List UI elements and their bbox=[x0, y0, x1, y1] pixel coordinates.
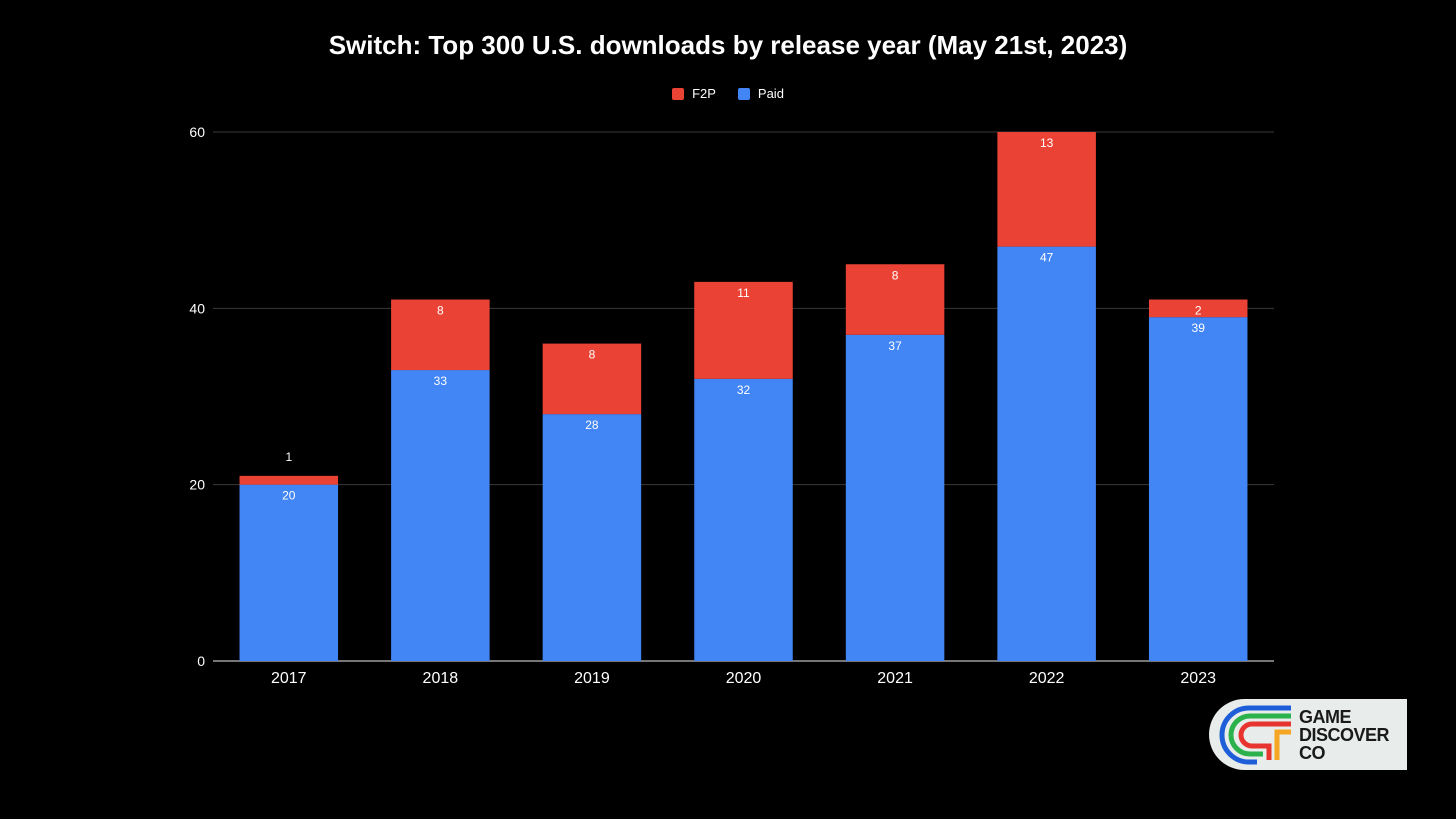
data-label-paid: 37 bbox=[888, 339, 902, 353]
data-label-f2p: 8 bbox=[437, 304, 444, 318]
logo-wordmark: GAME DISCOVER CO bbox=[1299, 706, 1390, 763]
bar-f2p bbox=[391, 299, 490, 371]
bar-paid bbox=[694, 378, 793, 661]
legend: F2P Paid bbox=[0, 86, 1456, 101]
chart-title: Switch: Top 300 U.S. downloads by releas… bbox=[328, 30, 1128, 60]
y-tick-label: 40 bbox=[189, 300, 205, 316]
data-label-paid: 32 bbox=[737, 383, 751, 397]
bar-paid bbox=[542, 414, 642, 661]
x-tick-label: 2023 bbox=[1180, 670, 1216, 687]
x-tick-label: 2020 bbox=[726, 670, 762, 687]
legend-item-paid: Paid bbox=[737, 86, 784, 101]
data-label-f2p: 8 bbox=[892, 268, 899, 282]
bar-f2p bbox=[542, 343, 642, 415]
bar-paid bbox=[239, 484, 339, 661]
x-tick-label: 2022 bbox=[1029, 670, 1065, 687]
legend-swatch-f2p bbox=[672, 87, 685, 100]
data-label-paid: 33 bbox=[434, 374, 448, 388]
bar-paid bbox=[997, 246, 1096, 661]
logo-line-3: CO bbox=[1299, 742, 1326, 763]
bar-f2p bbox=[845, 264, 945, 335]
bar-paid bbox=[1148, 317, 1248, 661]
data-label-f2p: 1 bbox=[285, 450, 292, 464]
data-label-paid: 47 bbox=[1040, 251, 1054, 265]
x-tick-label: 2021 bbox=[877, 670, 913, 687]
legend-item-f2p: F2P bbox=[672, 86, 716, 101]
logo-line-1: GAME bbox=[1299, 706, 1352, 727]
legend-label-f2p: F2P bbox=[692, 86, 716, 101]
y-tick-label: 20 bbox=[189, 477, 205, 493]
bar-f2p bbox=[694, 281, 793, 379]
data-label-f2p: 2 bbox=[1195, 304, 1202, 318]
legend-swatch-paid bbox=[737, 87, 750, 100]
data-label-paid: 20 bbox=[282, 489, 296, 503]
data-label-f2p: 8 bbox=[589, 348, 596, 362]
bar-f2p bbox=[239, 475, 339, 485]
logo-icon bbox=[1219, 705, 1291, 764]
x-tick-label: 2019 bbox=[574, 670, 610, 687]
y-tick-label: 0 bbox=[197, 653, 205, 669]
x-tick-label: 2017 bbox=[271, 670, 307, 687]
bar-paid bbox=[391, 370, 490, 661]
data-label-paid: 39 bbox=[1192, 321, 1206, 335]
bar-f2p bbox=[997, 132, 1096, 247]
legend-label-paid: Paid bbox=[757, 86, 784, 101]
data-label-paid: 28 bbox=[585, 418, 599, 432]
data-label-f2p: 13 bbox=[1040, 136, 1054, 150]
logo-line-2: DISCOVER bbox=[1299, 724, 1390, 745]
bar-f2p bbox=[1148, 299, 1248, 318]
game-discover-co-logo: GAME DISCOVER CO bbox=[1209, 699, 1407, 770]
y-tick-label: 60 bbox=[189, 124, 205, 140]
x-tick-label: 2018 bbox=[423, 670, 459, 687]
bar-paid bbox=[845, 334, 945, 661]
data-label-f2p: 11 bbox=[737, 286, 750, 300]
